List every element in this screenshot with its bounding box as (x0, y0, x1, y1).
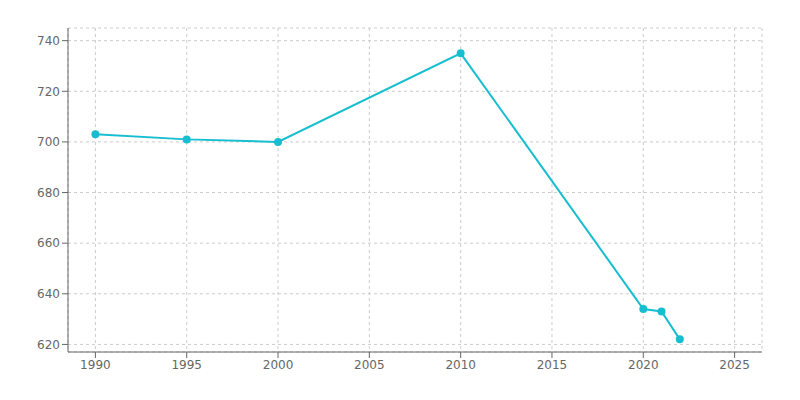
svg-text:2005: 2005 (354, 358, 385, 372)
svg-text:1990: 1990 (80, 358, 111, 372)
svg-text:2000: 2000 (263, 358, 294, 372)
svg-text:640: 640 (37, 287, 60, 301)
svg-text:740: 740 (37, 34, 60, 48)
svg-text:1995: 1995 (171, 358, 202, 372)
svg-text:2015: 2015 (537, 358, 568, 372)
svg-text:700: 700 (37, 135, 60, 149)
svg-text:680: 680 (37, 186, 60, 200)
svg-text:720: 720 (37, 85, 60, 99)
svg-text:2025: 2025 (719, 358, 750, 372)
svg-text:620: 620 (37, 338, 60, 352)
svg-text:2010: 2010 (445, 358, 476, 372)
svg-text:660: 660 (37, 236, 60, 250)
svg-text:2020: 2020 (628, 358, 659, 372)
